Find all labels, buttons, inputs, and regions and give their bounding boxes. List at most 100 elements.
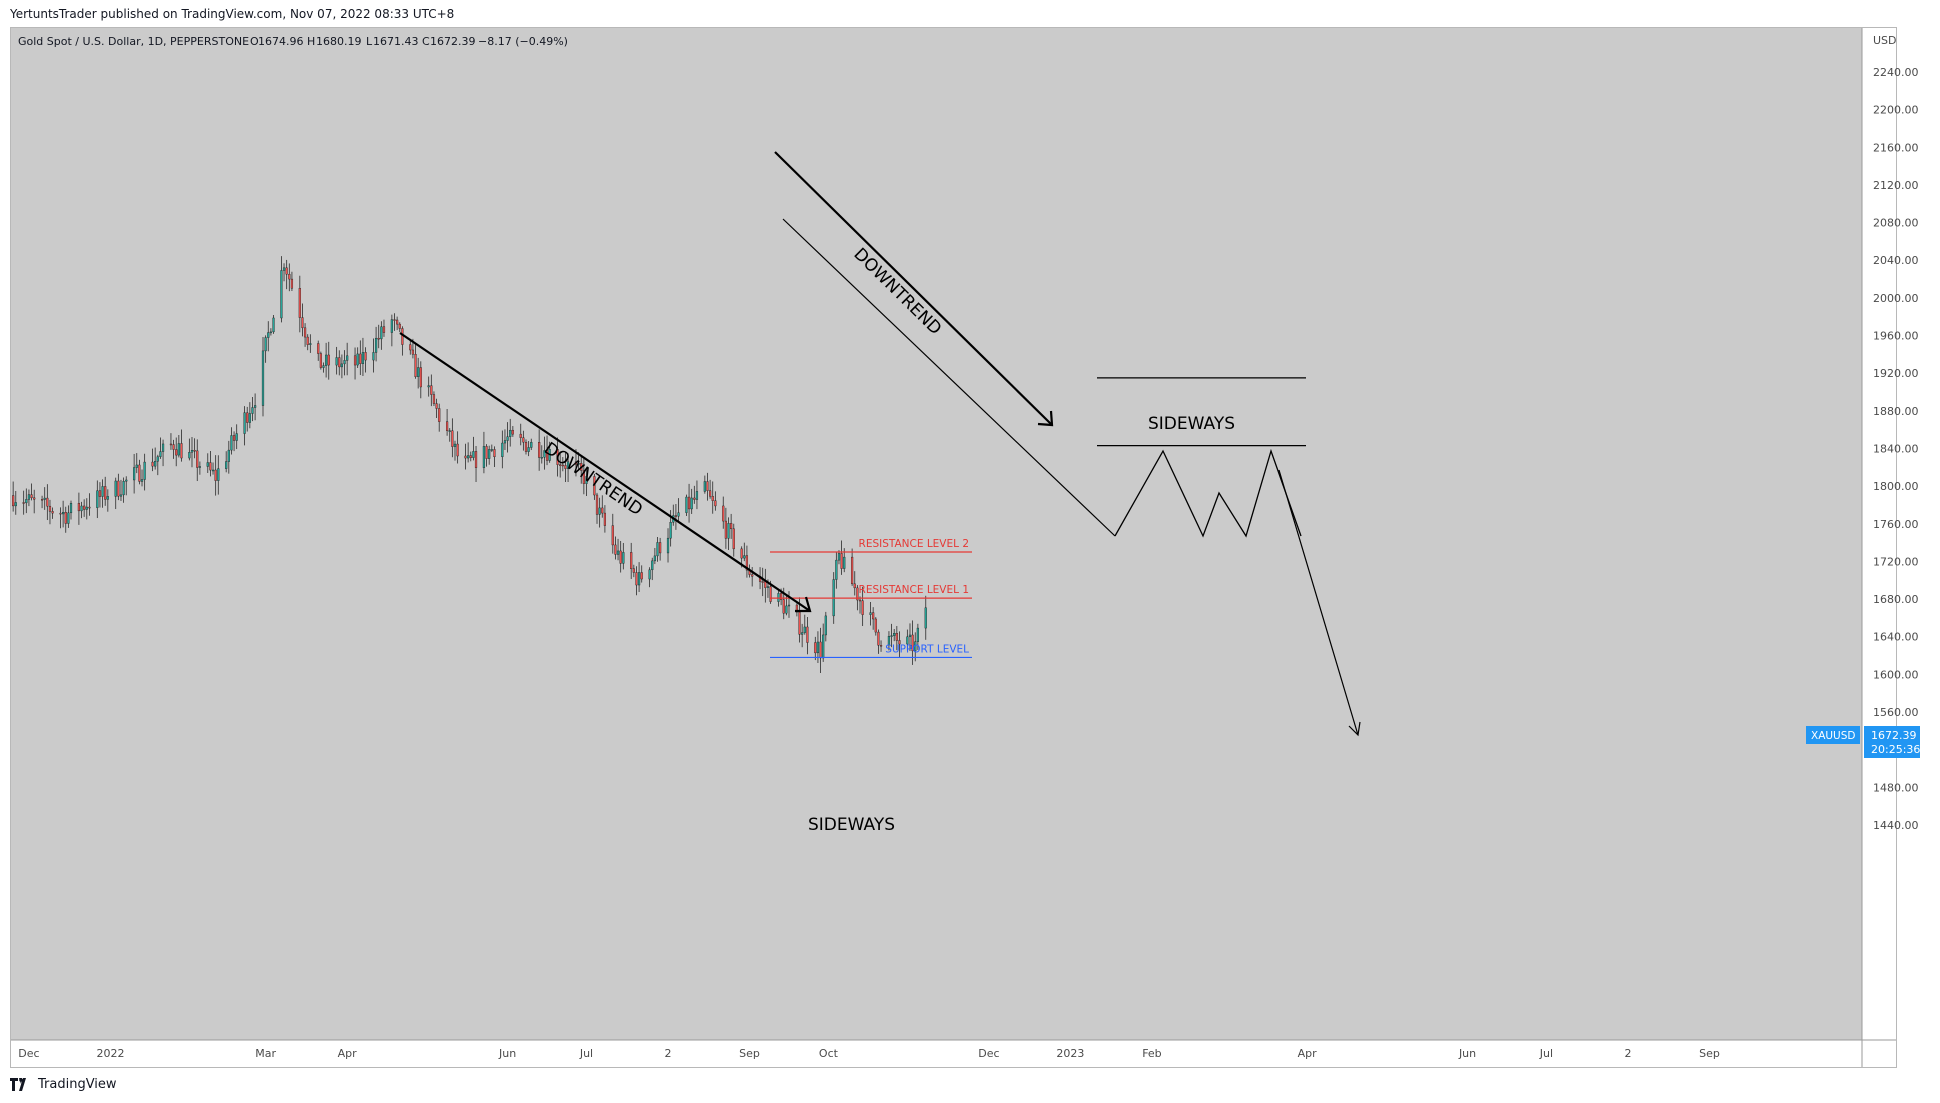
candle-body[interactable]: [327, 354, 330, 366]
candle-body[interactable]: [851, 556, 854, 585]
candle-body[interactable]: [419, 367, 422, 388]
candle-body[interactable]: [843, 556, 846, 569]
candle-body[interactable]: [161, 443, 165, 452]
candle-body[interactable]: [143, 461, 146, 480]
candle-body[interactable]: [417, 367, 420, 377]
candle-body[interactable]: [154, 461, 157, 467]
candle-body[interactable]: [67, 512, 70, 524]
candle-body[interactable]: [490, 449, 493, 451]
candle-body[interactable]: [561, 464, 564, 467]
candle-body[interactable]: [611, 525, 614, 546]
price-axis[interactable]: 2240.00 2200.00 2160.00 2120.00 2080.00 2040.…: [1873, 66, 1919, 832]
candle-body[interactable]: [706, 481, 709, 491]
candle-body[interactable]: [117, 480, 120, 497]
candle-body[interactable]: [853, 583, 856, 589]
candle-body[interactable]: [353, 355, 357, 366]
candle-body[interactable]: [159, 451, 162, 457]
candle-body[interactable]: [364, 352, 367, 361]
candle-body[interactable]: [556, 449, 559, 465]
candle-body[interactable]: [503, 440, 507, 444]
candle-body[interactable]: [77, 503, 80, 512]
candle-body[interactable]: [401, 328, 404, 345]
candle-body[interactable]: [585, 476, 588, 484]
candle-body[interactable]: [374, 337, 378, 353]
candle-body[interactable]: [840, 553, 843, 569]
candle-body[interactable]: [509, 429, 512, 437]
projected-sideways-zigzag[interactable]: [1114, 448, 1302, 538]
candle-body[interactable]: [722, 505, 725, 522]
candle-body[interactable]: [614, 544, 617, 555]
candle-body[interactable]: [104, 486, 107, 500]
candle-body[interactable]: [451, 430, 454, 447]
candle-body[interactable]: [393, 319, 396, 321]
candle-body[interactable]: [280, 270, 283, 319]
candle-body[interactable]: [96, 490, 99, 508]
candle-body[interactable]: [414, 354, 417, 377]
candle-body[interactable]: [198, 466, 201, 468]
candle-body[interactable]: [714, 500, 717, 507]
candle-body[interactable]: [303, 327, 307, 338]
candle-body[interactable]: [787, 604, 791, 607]
candle-body[interactable]: [267, 332, 270, 338]
candle-body[interactable]: [524, 441, 528, 452]
candle-body[interactable]: [225, 461, 228, 469]
candle-body[interactable]: [317, 343, 320, 354]
candle-body[interactable]: [98, 490, 102, 497]
candle-body[interactable]: [782, 599, 785, 614]
candle-body[interactable]: [427, 385, 430, 388]
candle-body[interactable]: [559, 464, 562, 466]
candle-body[interactable]: [175, 449, 178, 456]
sideways-label-2[interactable]: SIDEWAYS: [1148, 414, 1235, 434]
candle-body[interactable]: [453, 443, 457, 447]
candle-body[interactable]: [651, 560, 654, 571]
candle-body[interactable]: [482, 446, 486, 468]
candle-body[interactable]: [30, 494, 33, 499]
candle-body[interactable]: [298, 288, 301, 318]
candle-body[interactable]: [601, 507, 604, 514]
candle-body[interactable]: [622, 552, 625, 564]
candle-body[interactable]: [446, 421, 449, 431]
candle-body[interactable]: [879, 645, 883, 647]
candle-body[interactable]: [598, 507, 601, 515]
candle-body[interactable]: [177, 443, 180, 456]
candle-body[interactable]: [206, 462, 209, 467]
candle-body[interactable]: [861, 600, 864, 615]
candle-body[interactable]: [464, 455, 467, 459]
candle-body[interactable]: [856, 587, 859, 601]
candle-body[interactable]: [732, 528, 735, 550]
candle-body[interactable]: [574, 461, 578, 465]
candle-body[interactable]: [751, 574, 754, 577]
candle-body[interactable]: [282, 267, 286, 271]
candle-body[interactable]: [290, 278, 294, 289]
candle-body[interactable]: [59, 512, 62, 515]
time-axis[interactable]: Dec 2022 Mar Apr Jun Jul 2 Sep Oct Dec 2023 Feb Apr J…: [18, 1047, 1720, 1060]
candle-body[interactable]: [724, 520, 727, 539]
candle-body[interactable]: [14, 502, 17, 507]
candle-body[interactable]: [703, 481, 706, 492]
candle-body[interactable]: [777, 593, 780, 602]
candle-body[interactable]: [474, 451, 478, 468]
candle-body[interactable]: [62, 512, 65, 515]
candle-body[interactable]: [43, 497, 46, 500]
candle-body[interactable]: [493, 449, 496, 458]
candle-body[interactable]: [798, 611, 801, 635]
candle-body[interactable]: [125, 479, 128, 482]
candle-body[interactable]: [709, 490, 712, 497]
candle-body[interactable]: [603, 512, 606, 526]
candle-body[interactable]: [887, 636, 891, 646]
candle-body[interactable]: [593, 476, 596, 496]
candle-body[interactable]: [377, 337, 380, 340]
candle-body[interactable]: [22, 502, 25, 504]
candle-body[interactable]: [769, 586, 772, 602]
candle-body[interactable]: [346, 355, 349, 361]
downtrend-arrow-1[interactable]: [399, 332, 811, 612]
candle-body[interactable]: [690, 497, 693, 510]
candle-body[interactable]: [33, 497, 36, 500]
candle-body[interactable]: [803, 626, 806, 633]
candle-body[interactable]: [390, 319, 393, 333]
candle-body[interactable]: [69, 503, 73, 514]
candle-body[interactable]: [135, 464, 138, 468]
candle-body[interactable]: [246, 412, 249, 423]
candle-body[interactable]: [180, 443, 183, 459]
candle-body[interactable]: [545, 450, 549, 461]
